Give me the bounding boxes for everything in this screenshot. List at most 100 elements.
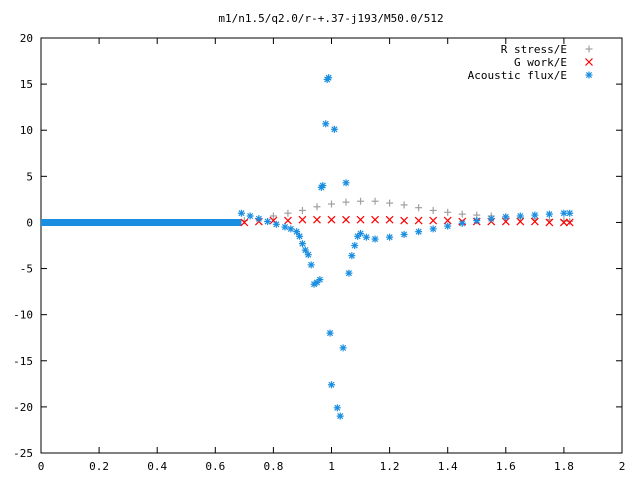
data-point xyxy=(348,252,356,260)
data-point xyxy=(487,215,495,223)
data-point xyxy=(342,215,350,224)
data-point xyxy=(316,276,324,284)
data-point xyxy=(284,216,292,225)
data-point xyxy=(371,197,379,205)
y-tick-label: -20 xyxy=(13,401,33,414)
data-point xyxy=(264,218,272,226)
data-point xyxy=(287,225,295,233)
legend-label: G work/E xyxy=(514,56,567,69)
data-point xyxy=(386,199,394,207)
data-point xyxy=(559,218,568,227)
data-point xyxy=(414,216,423,225)
series-2 xyxy=(240,215,574,227)
data-point xyxy=(298,240,306,248)
data-point xyxy=(443,216,452,225)
data-point xyxy=(342,198,350,206)
data-point xyxy=(328,381,335,389)
x-tick-label: 0.8 xyxy=(263,460,283,473)
legend-label: R stress/E xyxy=(501,43,567,56)
data-point xyxy=(333,404,341,412)
data-point xyxy=(516,212,524,220)
data-point xyxy=(386,233,394,241)
data-point xyxy=(400,230,408,238)
x-tick-label: 1 xyxy=(328,460,335,473)
legend-marker xyxy=(585,58,593,66)
x-tick-label: 1.6 xyxy=(496,460,516,473)
data-point xyxy=(357,197,365,205)
x-tick-label: 1.8 xyxy=(554,460,574,473)
data-point xyxy=(400,201,408,209)
data-point xyxy=(240,218,249,227)
data-point xyxy=(298,215,307,224)
data-point xyxy=(336,412,344,420)
y-tick-label: 0 xyxy=(26,216,33,229)
y-tick-label: -10 xyxy=(13,309,33,322)
data-point xyxy=(400,216,409,225)
data-point xyxy=(545,210,553,218)
data-point xyxy=(516,217,525,226)
data-point xyxy=(356,215,365,224)
data-point xyxy=(307,261,315,269)
data-point xyxy=(246,212,254,220)
data-point xyxy=(566,209,574,217)
data-point xyxy=(531,211,539,219)
data-point xyxy=(284,209,292,217)
data-point xyxy=(371,235,379,243)
data-point xyxy=(444,208,452,216)
data-point xyxy=(255,215,263,223)
chart-title: m1/n1.5/q2.0/r-+.37-j193/M50.0/512 xyxy=(218,12,443,25)
data-point xyxy=(429,206,437,214)
data-point xyxy=(458,210,466,218)
data-point xyxy=(327,215,336,224)
series-1 xyxy=(240,197,574,226)
data-point xyxy=(385,215,394,224)
y-tick-label: -25 xyxy=(13,447,33,460)
data-point xyxy=(415,228,423,236)
data-point xyxy=(325,74,333,82)
data-marks xyxy=(41,74,574,420)
data-point xyxy=(313,215,321,224)
data-point xyxy=(328,200,335,208)
data-point xyxy=(502,213,510,221)
data-point xyxy=(281,223,289,231)
plot-frame xyxy=(40,37,623,454)
data-point xyxy=(272,220,280,228)
data-point xyxy=(351,242,359,249)
x-tick-label: 2 xyxy=(619,460,626,473)
x-tick-label: 0 xyxy=(38,460,45,473)
data-point xyxy=(429,216,438,225)
data-point xyxy=(444,222,452,230)
data-point xyxy=(565,218,574,227)
legend-label: Acoustic flux/E xyxy=(468,69,567,82)
x-tick-label: 1.4 xyxy=(438,460,458,473)
data-point xyxy=(237,209,245,217)
data-point xyxy=(330,125,338,133)
series-3 xyxy=(237,74,574,420)
x-tick-label: 0.2 xyxy=(89,460,109,473)
data-point xyxy=(319,182,327,190)
x-tick-label: 1.2 xyxy=(380,460,400,473)
y-tick-label: 20 xyxy=(20,32,33,45)
data-point xyxy=(415,204,423,212)
data-point xyxy=(362,233,370,241)
data-point xyxy=(429,225,437,233)
data-point xyxy=(530,217,539,226)
axes: 0 0.2 0.4 0.6 0.8 1 1.2 1.4 1.6 1.8 2 20 15 10 5 0 -5 -10… xyxy=(13,32,625,473)
data-point xyxy=(326,329,334,337)
legend-marker xyxy=(585,45,593,53)
x-tick-label: 0.6 xyxy=(205,460,225,473)
data-point xyxy=(322,120,330,128)
data-point xyxy=(357,230,365,238)
data-point xyxy=(339,344,347,352)
y-tick-label: 10 xyxy=(20,124,33,137)
data-point xyxy=(473,217,481,225)
y-tick-label: -5 xyxy=(20,263,33,276)
data-point xyxy=(298,206,306,214)
data-point xyxy=(545,218,554,227)
data-point xyxy=(458,219,466,227)
data-point xyxy=(313,203,321,211)
y-tick-label: 5 xyxy=(26,170,33,183)
data-point xyxy=(342,179,350,187)
